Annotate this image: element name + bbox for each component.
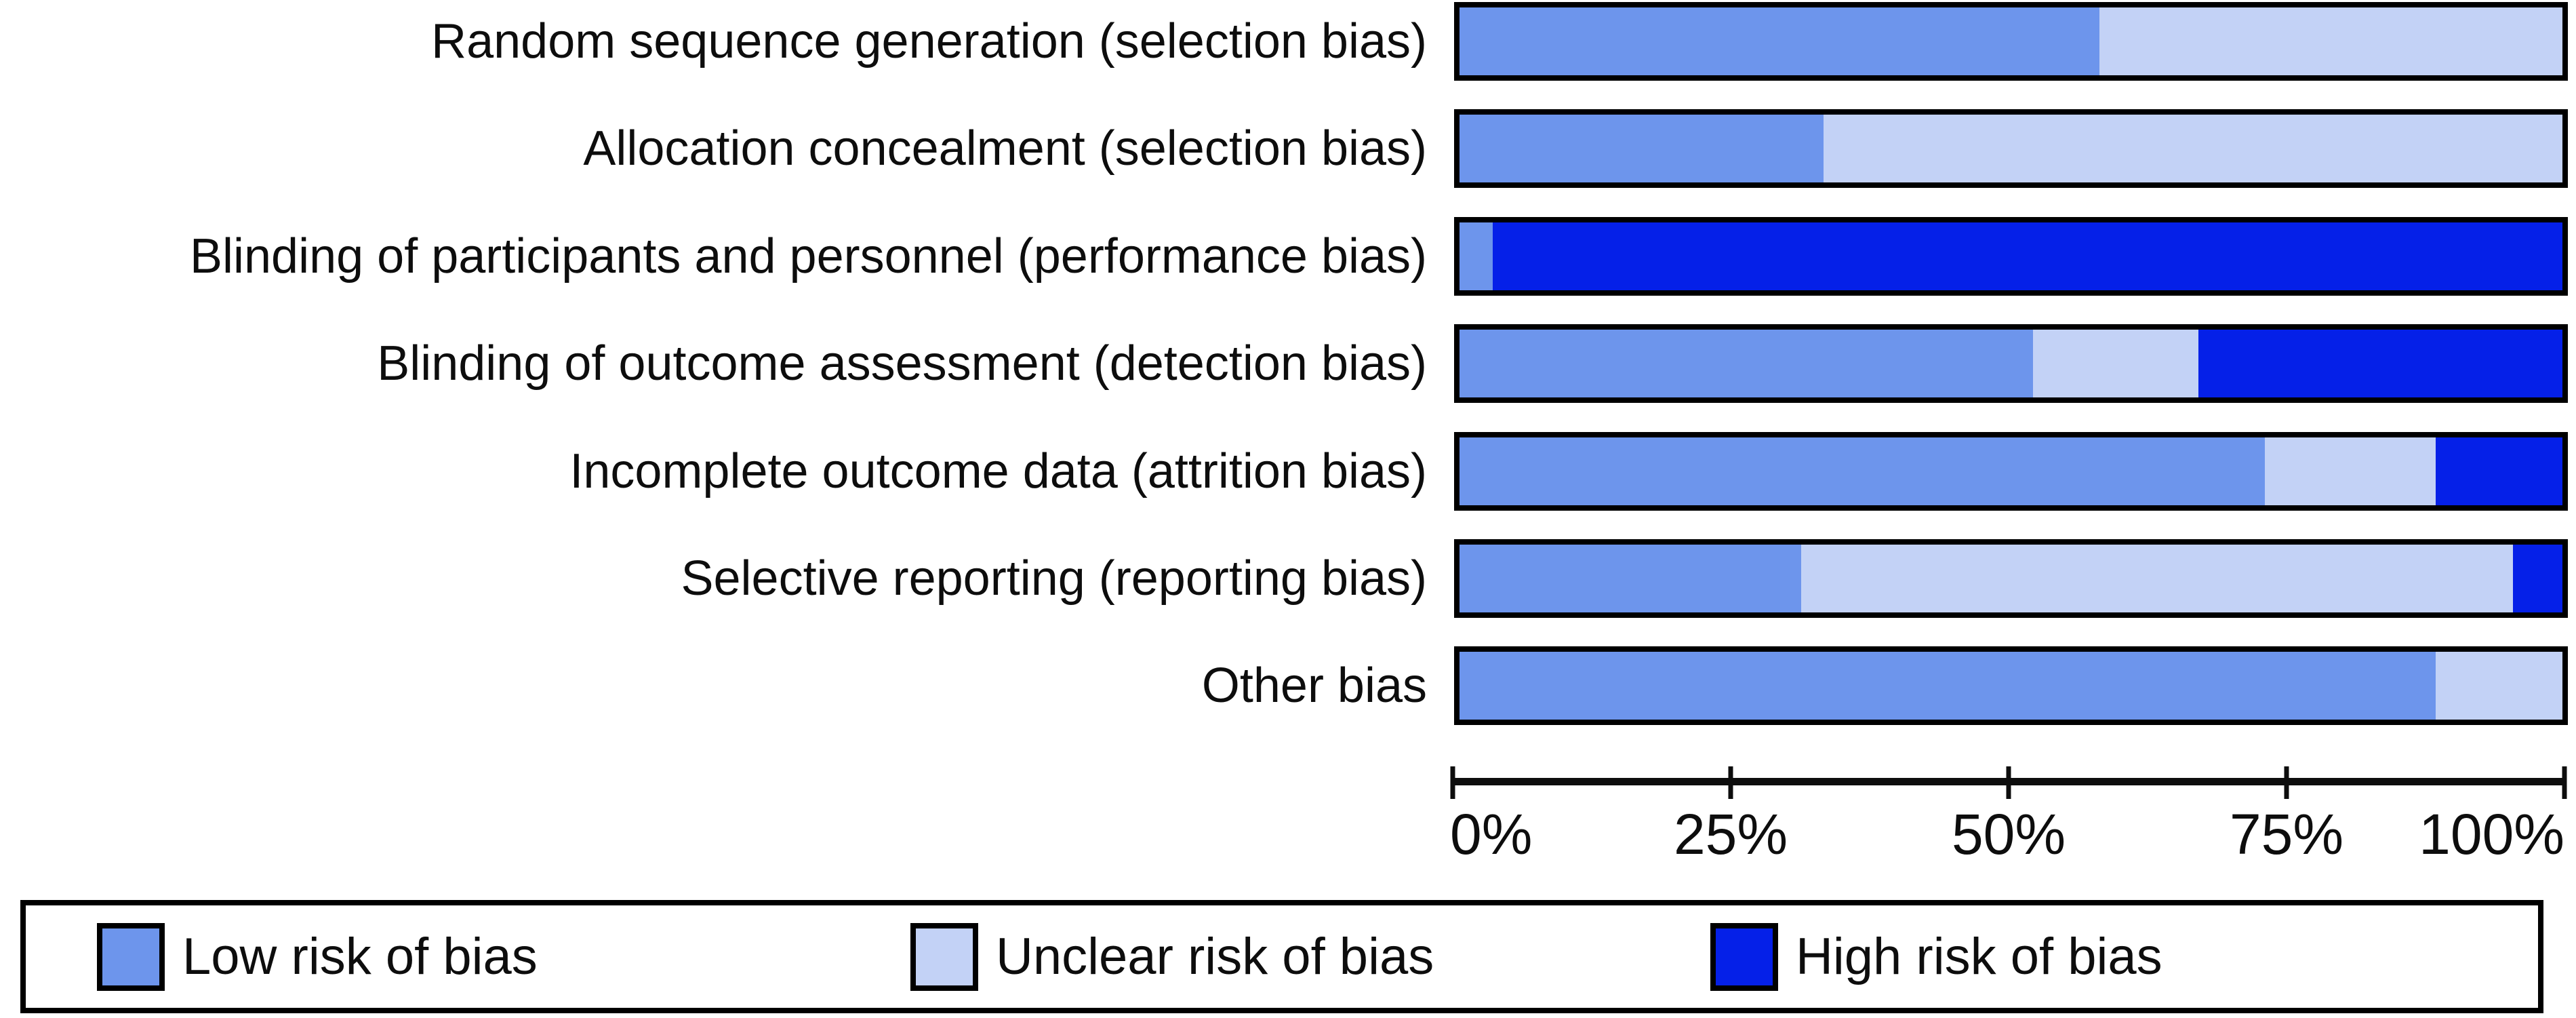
x-axis-tick	[1450, 766, 1455, 799]
legend-label: High risk of bias	[1796, 927, 2162, 985]
x-tick-label: 0%	[1450, 802, 1533, 866]
chart-row: Incomplete outcome data (attrition bias)	[0, 431, 2576, 511]
stacked-bar	[1454, 2, 2568, 81]
category-label: Allocation concealment (selection bias)	[583, 121, 1427, 176]
legend-label: Low risk of bias	[182, 927, 538, 985]
stacked-bar	[1454, 646, 2568, 726]
stacked-bar	[1454, 109, 2568, 189]
legend-item: Low risk of bias	[97, 905, 538, 1008]
legend-swatch-unclear-risk	[910, 922, 978, 991]
chart-row: Blinding of outcome assessment (detectio…	[0, 324, 2576, 404]
x-axis-tick	[2562, 766, 2567, 799]
bar-segment-unclear-risk	[2264, 437, 2436, 505]
stacked-bar	[1454, 431, 2568, 511]
bar-segment-low-risk	[1460, 437, 2265, 505]
bar-segment-low-risk	[1460, 330, 2034, 398]
bar-segment-low-risk	[1460, 222, 1493, 290]
bar-segment-unclear-risk	[1801, 545, 2513, 612]
x-axis-tick	[2284, 766, 2289, 799]
chart-row: Allocation concealment (selection bias)	[0, 109, 2576, 189]
x-tick-label: 100%	[2419, 802, 2564, 866]
legend: Low risk of bias Unclear risk of bias High…	[20, 900, 2543, 1013]
bar-segment-unclear-risk	[2033, 330, 2199, 398]
x-axis-tick	[2006, 766, 2011, 799]
chart-row: Random sequence generation (selection bi…	[0, 2, 2576, 81]
chart-row: Other bias	[0, 646, 2576, 726]
bar-segment-low-risk	[1460, 652, 2436, 720]
category-label: Other bias	[1201, 659, 1427, 713]
legend-swatch-high-risk	[1710, 922, 1778, 991]
x-tick-label: 25%	[1673, 802, 1788, 866]
category-label: Random sequence generation (selection bi…	[431, 14, 1427, 68]
chart-row: Blinding of participants and personnel (…	[0, 216, 2576, 296]
x-tick-label: 50%	[1951, 802, 2066, 866]
category-label: Selective reporting (reporting bias)	[681, 551, 1427, 606]
category-label: Incomplete outcome data (attrition bias)	[569, 444, 1427, 498]
bar-segment-high-risk	[2198, 330, 2562, 398]
stacked-bar	[1454, 216, 2568, 296]
bar-segment-high-risk	[2435, 437, 2562, 505]
bar-segment-low-risk	[1460, 545, 1802, 612]
stacked-bar	[1454, 324, 2568, 404]
category-label: Blinding of participants and personnel (…	[189, 229, 1427, 283]
legend-swatch-low-risk	[97, 922, 165, 991]
legend-label: Unclear risk of bias	[996, 927, 1434, 985]
bar-segment-unclear-risk	[1823, 115, 2562, 183]
stacked-bar	[1454, 539, 2568, 618]
x-tick-label: 75%	[2229, 802, 2344, 866]
bar-segment-unclear-risk	[2099, 7, 2562, 75]
bar-segment-low-risk	[1460, 115, 1824, 183]
x-axis: 0% 25% 50% 75% 100%	[1450, 762, 2567, 871]
legend-item: Unclear risk of bias	[910, 905, 1434, 1008]
legend-item: High risk of bias	[1710, 905, 2162, 1008]
category-label: Blinding of outcome assessment (detectio…	[377, 336, 1427, 391]
x-axis-tick	[1728, 766, 1733, 799]
chart-row: Selective reporting (reporting bias)	[0, 539, 2576, 618]
bar-segment-unclear-risk	[2435, 652, 2562, 720]
bar-segment-low-risk	[1460, 7, 2099, 75]
bar-segment-high-risk	[2512, 545, 2562, 612]
bar-segment-high-risk	[1492, 222, 2562, 290]
